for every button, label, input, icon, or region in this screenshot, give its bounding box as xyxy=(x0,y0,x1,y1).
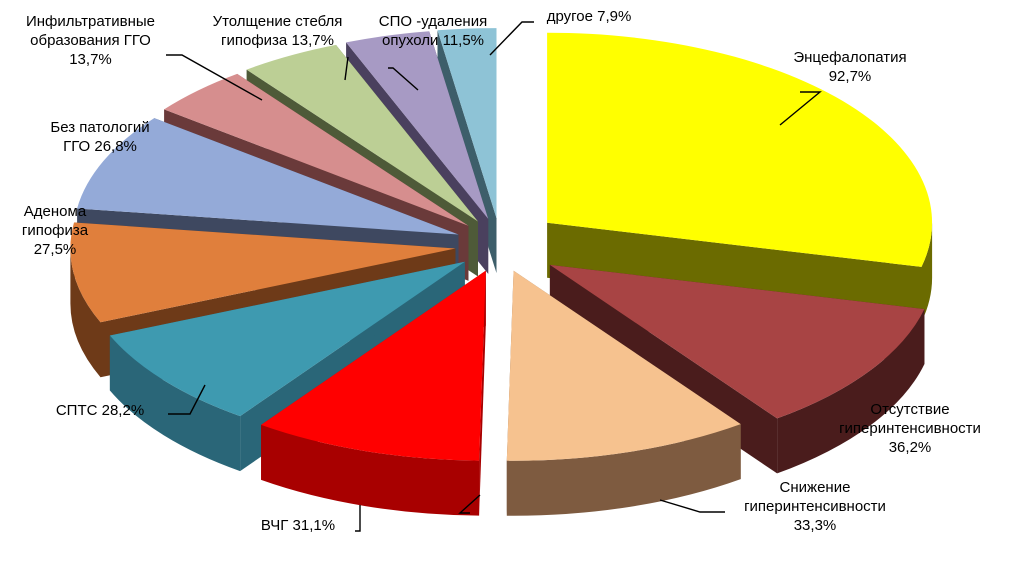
slice-stalk-thickening xyxy=(246,44,478,222)
slice-label-encephalopathy: Энцефалопатия 92,7% xyxy=(793,49,907,85)
slice-label-spts: СПТС 28,2% xyxy=(55,402,145,419)
slice-no-hyperintensity xyxy=(549,264,925,419)
leader-line xyxy=(166,54,263,101)
slice-side-encephalopathy xyxy=(547,222,933,322)
slice-label-no-hyperintensity: Отсутствие гиперинтенсивности 36,2% xyxy=(839,401,981,456)
leader-line xyxy=(659,499,725,513)
slice-no-pathology xyxy=(77,118,459,235)
leader-line xyxy=(388,67,419,91)
leader-line xyxy=(168,384,206,415)
slice-label-pituitary-adenoma: Аденома гипофиза 27,5% xyxy=(21,203,89,258)
slice-label-other: другое 7,9% xyxy=(546,8,632,25)
slice-spo xyxy=(346,31,489,219)
slice-reduced-hyperintensity xyxy=(506,270,741,461)
slice-label-reduced-hyperintensity: Снижение гиперинтенсивности 33,3% xyxy=(744,479,886,534)
slice-label-infiltrative: Инфильтративные образования ГГО 13,7% xyxy=(25,13,156,68)
leader-line xyxy=(779,91,822,126)
slice-spts xyxy=(109,261,465,417)
slice-infiltrative xyxy=(164,73,469,226)
leader-line xyxy=(489,21,534,56)
slice-label-no-pathology: Без патологий ГГО 26,8% xyxy=(50,119,150,155)
slice-label-spo: СПО -удаления опухоли 11,5% xyxy=(378,13,488,49)
leader-line xyxy=(344,56,349,81)
leader-line xyxy=(458,494,481,514)
slice-vchg xyxy=(261,270,486,461)
leader-line xyxy=(355,505,361,532)
slice-label-stalk-thickening: Утолщение стебля гипофиза 13,7% xyxy=(212,13,343,49)
slice-other xyxy=(437,28,497,219)
slice-label-vchg: ВЧГ 31,1% xyxy=(260,517,336,534)
slice-encephalopathy xyxy=(547,32,933,267)
slice-pituitary-adenoma xyxy=(70,222,456,323)
